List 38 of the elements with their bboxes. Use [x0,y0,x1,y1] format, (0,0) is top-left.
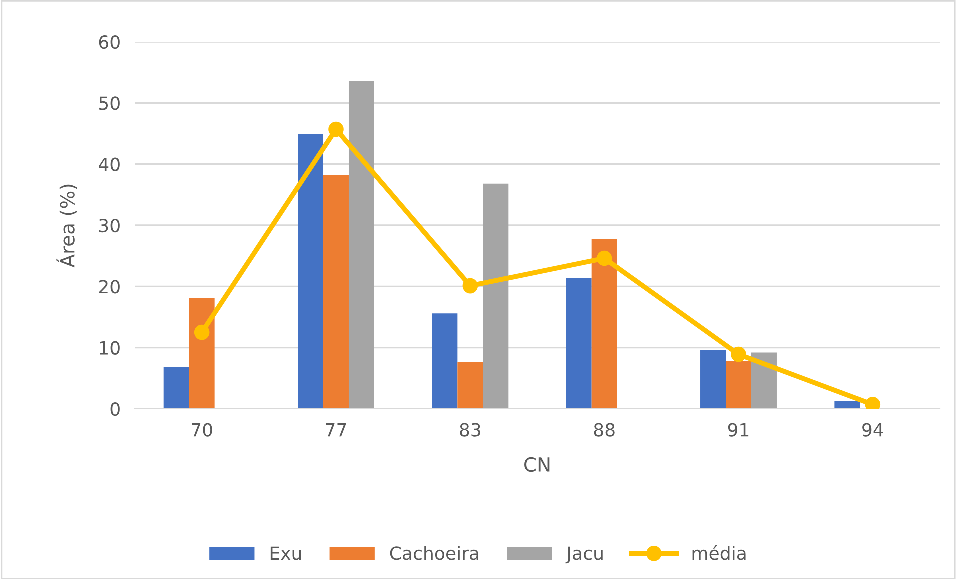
bar [726,361,752,409]
x-tick-label: 70 [192,423,212,437]
y-tick-label: 40 [99,158,120,172]
x-axis-title: CN [524,457,550,472]
y-axis-title: Área (%) [56,184,78,268]
bar [751,352,777,409]
point [194,324,210,340]
bar [189,298,215,409]
x-tick-label: 83 [460,423,480,437]
bar [834,401,860,409]
bar [324,175,349,409]
y-tick-label: 60 [99,35,120,50]
y-tick-label: 50 [100,96,120,110]
bar [164,367,190,409]
bar [483,184,509,409]
bar [458,362,484,409]
x-tick-label: 94 [862,423,884,437]
bar [298,134,324,409]
x-tick-label: 88 [594,423,615,437]
point [731,346,746,362]
bar [348,81,374,409]
legend-label: Jacu [566,546,603,564]
x-tick-label: 91 [728,423,749,437]
point [462,278,478,294]
bar [700,350,726,409]
legend-label: média [692,546,746,560]
legend-label: Exu [270,546,302,560]
point [328,122,344,138]
y-tick-label: 20 [99,280,120,294]
y-tick-label: 30 [100,218,120,233]
y-tick-label: 0 [110,402,120,416]
bar [566,278,592,409]
legend-label: Cachoeira [390,546,478,560]
point [596,250,612,266]
y-tick-label: 10 [100,341,120,355]
x-tick-label: 77 [326,423,346,437]
bar [592,238,618,409]
bar [432,314,458,409]
